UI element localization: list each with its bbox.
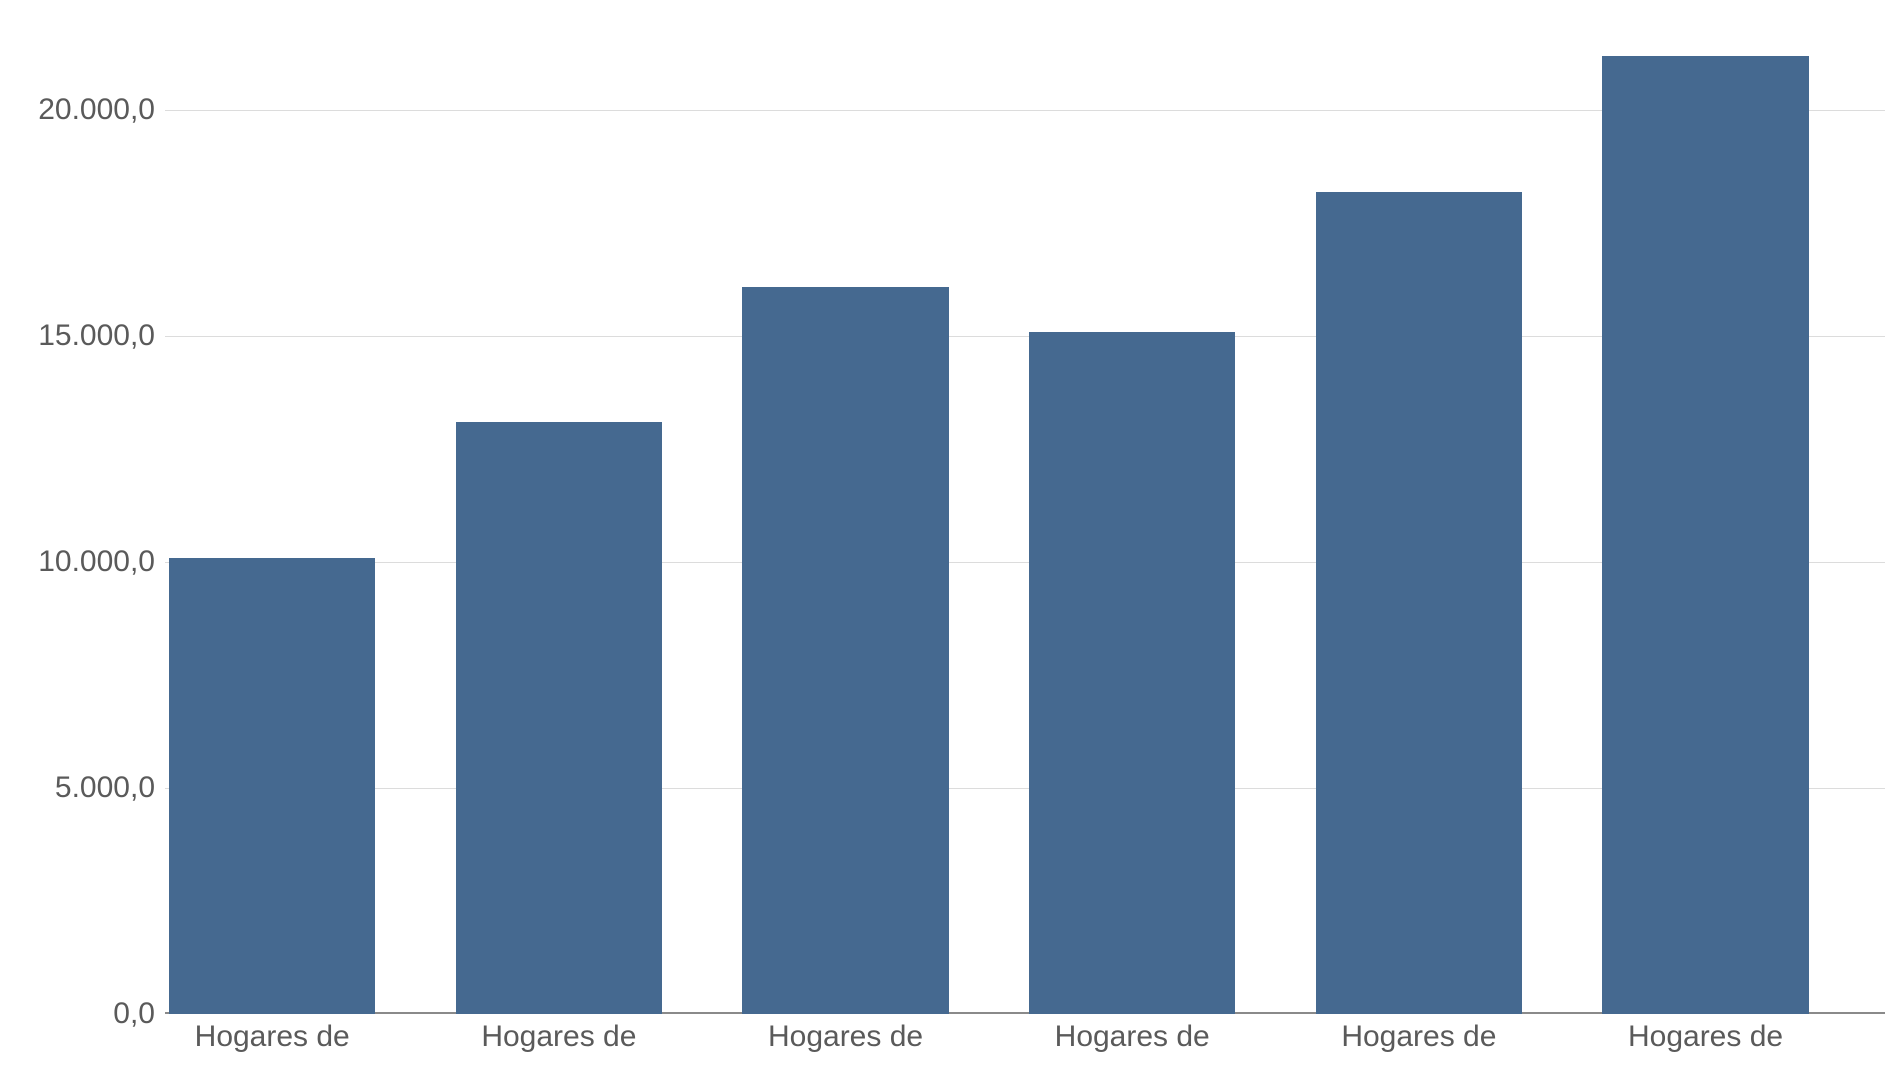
- bar: [169, 558, 375, 1014]
- bar: [1602, 56, 1808, 1014]
- plot-area: [165, 20, 1885, 1014]
- x-tick-label: Hogares de: [481, 1020, 636, 1054]
- bar-chart: 0,0 5.000,0 10.000,0 15.000,0 20.000,0 Hogare…: [0, 0, 1900, 1069]
- bar: [456, 422, 662, 1014]
- bar: [1316, 192, 1522, 1014]
- y-tick-label: 15.000,0: [38, 319, 155, 353]
- bar: [742, 287, 948, 1014]
- y-tick-label: 20.000,0: [38, 93, 155, 127]
- x-tick-label: Hogares de: [1628, 1020, 1783, 1054]
- x-tick-label: Hogares de: [768, 1020, 923, 1054]
- y-tick-label: 10.000,0: [38, 545, 155, 579]
- x-tick-label: Hogares de: [1055, 1020, 1210, 1054]
- x-tick-label: Hogares de: [1341, 1020, 1496, 1054]
- y-tick-label: 0,0: [113, 997, 155, 1031]
- bar: [1029, 332, 1235, 1014]
- x-tick-label: Hogares de: [195, 1020, 350, 1054]
- y-tick-label: 5.000,0: [55, 771, 155, 805]
